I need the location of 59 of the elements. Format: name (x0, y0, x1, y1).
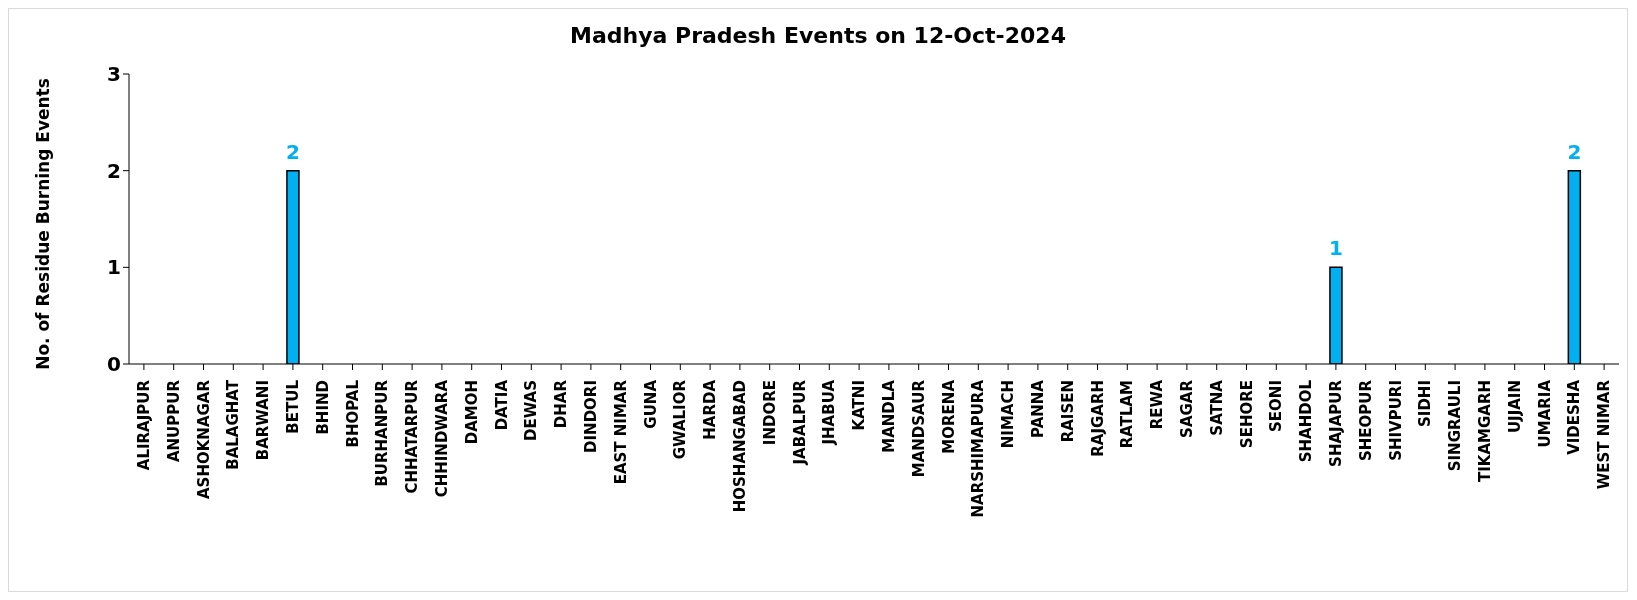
x-tick-label: MANDLA (879, 379, 898, 453)
y-tick-label: 3 (107, 62, 121, 87)
x-tick-label: SAGAR (1177, 379, 1196, 438)
x-tick-label: BHIND (313, 380, 332, 435)
x-tick-label: SEHORE (1237, 380, 1256, 449)
x-tick-label: ANUPPUR (164, 379, 183, 463)
x-tick-label: RATLAM (1118, 380, 1137, 449)
x-tick-label: UJJAIN (1505, 380, 1524, 434)
x-tick-label: ASHOKNAGAR (194, 379, 213, 499)
x-tick-label: SHAHDOL (1297, 379, 1316, 463)
x-tick-label: NIMACH (999, 380, 1018, 449)
x-tick-label: SINGRAULI (1446, 380, 1465, 472)
x-tick-label: DHAR (552, 379, 571, 429)
x-tick-label: JHABUA (820, 379, 839, 446)
x-tick-label: REWA (1148, 379, 1167, 430)
x-tick-label: SIDHI (1416, 380, 1435, 427)
data-label: 2 (285, 139, 300, 164)
x-tick-label: ALIRAJPUR (134, 379, 153, 471)
x-tick-label: HARDA (701, 379, 720, 440)
x-tick-label: BETUL (283, 379, 302, 434)
x-tick-label: BHOPAL (343, 379, 362, 448)
y-axis-title: No. of Residue Burning Events (33, 78, 54, 370)
x-tick-label: MORENA (939, 379, 958, 454)
x-tick-label: BALAGHAT (224, 379, 243, 470)
x-tick-label: BARWANI (254, 380, 273, 461)
x-tick-label: HOSHANGABAD (730, 380, 749, 513)
x-tick-label: CHHINDWARA (432, 379, 451, 498)
x-tick-label: SEONI (1267, 380, 1286, 432)
x-tick-label: JABALPUR (790, 379, 809, 466)
x-tick-label: TIKAMGARH (1475, 380, 1494, 482)
x-tick-label: INDORE (760, 380, 779, 446)
chart-title: Madhya Pradesh Events on 12-Oct-2024 (569, 23, 1067, 48)
x-tick-label: GWALIOR (671, 379, 690, 460)
x-tick-label: MANDSAUR (909, 379, 928, 478)
x-tick-label: SHIVPURI (1386, 380, 1405, 461)
data-label: 1 (1328, 236, 1343, 261)
y-tick-label: 2 (107, 158, 121, 183)
x-tick-label: NARSHIMAPURA (969, 379, 988, 518)
x-tick-label: SATNA (1207, 379, 1226, 436)
data-label: 2 (1567, 139, 1582, 164)
x-tick-label: UMARIA (1535, 379, 1554, 448)
x-tick-label: BURHANPUR (373, 379, 392, 487)
x-tick-label: DATIA (492, 379, 511, 431)
x-tick-label: DAMOH (462, 380, 481, 445)
x-tick-label: WEST NIMAR (1595, 379, 1614, 490)
y-tick-label: 0 (107, 352, 121, 377)
x-tick-label: DINDORI (581, 380, 600, 453)
x-tick-label: RAISEN (1058, 380, 1077, 443)
x-tick-label: SHAJAPUR (1326, 379, 1345, 467)
x-tick-label: EAST NIMAR (611, 379, 630, 485)
x-tick-label: RAJGARH (1088, 380, 1107, 457)
x-tick-label: VIDESHA (1565, 379, 1584, 455)
y-tick-label: 1 (107, 255, 121, 280)
x-tick-label: PANNA (1028, 379, 1047, 438)
x-tick-label: CHHATARPUR (403, 379, 422, 494)
x-tick-label: GUNA (641, 379, 660, 429)
x-tick-label: SHEOPUR (1356, 379, 1375, 462)
x-tick-label: DEWAS (522, 380, 541, 441)
x-tick-label: KATNI (850, 380, 869, 431)
